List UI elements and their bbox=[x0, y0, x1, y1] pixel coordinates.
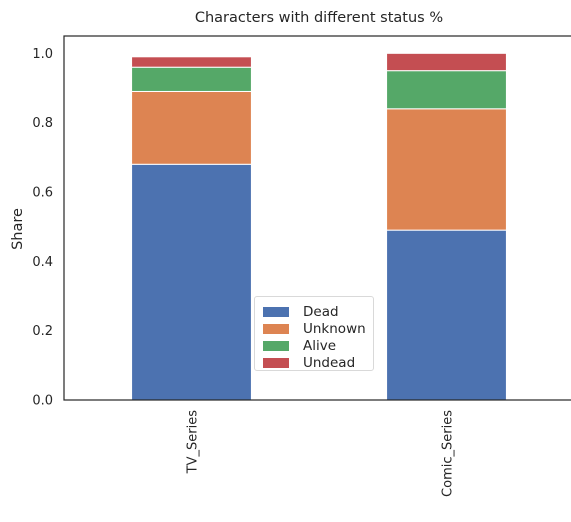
legend-item-undead: Undead bbox=[263, 354, 365, 371]
y-tick-label: 0.8 bbox=[32, 116, 53, 131]
legend-label: Undead bbox=[303, 354, 356, 371]
bars-layer bbox=[131, 52, 507, 401]
bar-dead-comic_series bbox=[386, 229, 507, 401]
y-tick-label: 1.0 bbox=[32, 47, 53, 62]
legend-swatch bbox=[263, 340, 289, 351]
legend-label: Dead bbox=[303, 303, 339, 320]
legend-label: Alive bbox=[303, 337, 337, 354]
y-tick-label: 0.6 bbox=[32, 186, 53, 201]
legend-label: Unknown bbox=[303, 320, 366, 337]
x-axis-ticks: TV_Series Comic_Series bbox=[186, 410, 456, 497]
bar-unknown-comic_series bbox=[386, 108, 507, 231]
y-axis-ticks: 0.0 0.2 0.4 0.6 0.8 1.0 bbox=[32, 47, 53, 409]
legend: Dead Unknown Alive Undead bbox=[254, 296, 374, 371]
plot-frame bbox=[63, 35, 571, 401]
y-tick-label: 0.2 bbox=[32, 324, 53, 339]
bar-undead-tv_series bbox=[131, 56, 252, 68]
y-axis-label: Share bbox=[10, 208, 26, 250]
chart-title: Characters with different status % bbox=[195, 10, 443, 26]
bar-alive-comic_series bbox=[386, 70, 507, 110]
y-tick-label: 0.4 bbox=[32, 255, 53, 270]
y-tick-label: 0.0 bbox=[32, 394, 53, 409]
x-tick-label: Comic_Series bbox=[441, 410, 456, 497]
bar-unknown-tv_series bbox=[131, 90, 252, 165]
legend-item-unknown: Unknown bbox=[263, 320, 366, 337]
x-tick-label: TV_Series bbox=[186, 410, 201, 475]
legend-swatch bbox=[263, 323, 289, 334]
bar-undead-comic_series bbox=[386, 52, 507, 72]
legend-swatch bbox=[263, 357, 289, 368]
legend-swatch bbox=[263, 306, 289, 317]
bar-dead-tv_series bbox=[131, 163, 252, 401]
bar-alive-tv_series bbox=[131, 66, 252, 92]
legend-item-dead: Dead bbox=[263, 303, 365, 320]
legend-item-alive: Alive bbox=[263, 337, 365, 354]
